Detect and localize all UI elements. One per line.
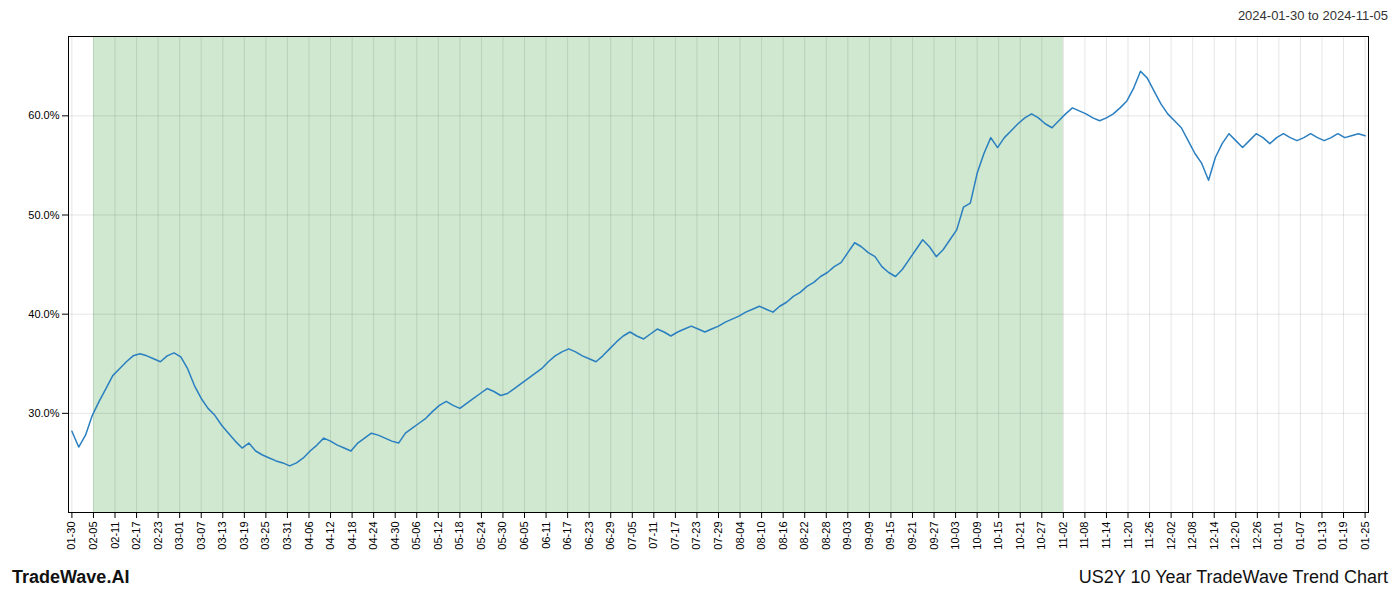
svg-text:03-13: 03-13 xyxy=(216,522,228,550)
svg-text:03-19: 03-19 xyxy=(238,522,250,550)
html-text:US2Y 10 Year TradeWave Trend C: US2Y 10 Year TradeWave Trend Chart xyxy=(1078,567,1388,587)
svg-text:09-03: 09-03 xyxy=(841,522,853,550)
svg-text:06-29: 06-29 xyxy=(604,522,616,550)
svg-text:12-02: 12-02 xyxy=(1165,522,1177,550)
svg-text:10-03: 10-03 xyxy=(949,522,961,550)
svg-text:10-27: 10-27 xyxy=(1035,522,1047,550)
svg-text:02-05: 02-05 xyxy=(87,522,99,550)
svg-text:01-30: 01-30 xyxy=(65,522,77,550)
svg-text:01-01: 01-01 xyxy=(1272,522,1284,550)
svg-text:09-27: 09-27 xyxy=(928,522,940,550)
svg-text:11-02: 11-02 xyxy=(1057,522,1069,549)
svg-text:11-08: 11-08 xyxy=(1078,522,1090,549)
svg-text:08-10: 08-10 xyxy=(755,522,767,550)
svg-text:04-30: 04-30 xyxy=(389,522,401,550)
svg-text:01-19: 01-19 xyxy=(1337,522,1349,550)
svg-text:02-17: 02-17 xyxy=(130,522,142,550)
svg-text:08-22: 08-22 xyxy=(798,522,810,550)
svg-text:11-14: 11-14 xyxy=(1100,522,1112,549)
svg-text:11-20: 11-20 xyxy=(1122,522,1134,549)
svg-text:60.0%: 60.0% xyxy=(28,109,59,121)
svg-text:08-28: 08-28 xyxy=(820,522,832,550)
svg-text:08-16: 08-16 xyxy=(777,522,789,550)
html-text:2024-01-30 to 2024-11-05: 2024-01-30 to 2024-11-05 xyxy=(1237,8,1388,23)
svg-text:05-30: 05-30 xyxy=(496,522,508,550)
svg-text:10-15: 10-15 xyxy=(992,522,1004,550)
svg-text:07-29: 07-29 xyxy=(712,522,724,550)
svg-text:12-08: 12-08 xyxy=(1186,522,1198,550)
svg-text:50.0%: 50.0% xyxy=(28,209,59,221)
svg-text:04-06: 04-06 xyxy=(303,522,315,550)
svg-text:05-24: 05-24 xyxy=(475,522,487,550)
svg-text:30.0%: 30.0% xyxy=(28,407,59,419)
svg-text:03-31: 03-31 xyxy=(281,522,293,550)
svg-text:01-25: 01-25 xyxy=(1359,522,1371,550)
svg-text:06-17: 06-17 xyxy=(561,522,573,550)
svg-text:09-09: 09-09 xyxy=(863,522,875,550)
svg-text:03-01: 03-01 xyxy=(173,522,185,550)
svg-text:07-11: 07-11 xyxy=(647,522,659,549)
html-text:TradeWave.AI: TradeWave.AI xyxy=(12,567,130,587)
svg-text:05-06: 05-06 xyxy=(410,522,422,550)
svg-text:40.0%: 40.0% xyxy=(28,308,59,320)
svg-text:07-05: 07-05 xyxy=(626,522,638,550)
svg-text:04-18: 04-18 xyxy=(346,522,358,550)
svg-text:06-05: 06-05 xyxy=(518,522,530,550)
svg-text:04-12: 04-12 xyxy=(324,522,336,550)
svg-text:02-11: 02-11 xyxy=(109,522,121,549)
svg-text:02-23: 02-23 xyxy=(152,522,164,550)
svg-text:05-18: 05-18 xyxy=(453,522,465,550)
svg-text:03-07: 03-07 xyxy=(195,522,207,550)
svg-text:10-09: 10-09 xyxy=(971,522,983,550)
svg-text:07-17: 07-17 xyxy=(669,522,681,550)
svg-text:12-26: 12-26 xyxy=(1251,522,1263,550)
svg-text:12-20: 12-20 xyxy=(1229,522,1241,550)
svg-text:05-12: 05-12 xyxy=(432,522,444,550)
svg-text:04-24: 04-24 xyxy=(367,522,379,550)
svg-text:12-14: 12-14 xyxy=(1208,522,1220,550)
svg-text:07-23: 07-23 xyxy=(690,522,702,550)
svg-text:01-07: 01-07 xyxy=(1294,522,1306,550)
svg-text:01-13: 01-13 xyxy=(1316,522,1328,550)
svg-text:06-23: 06-23 xyxy=(583,522,595,550)
svg-text:11-26: 11-26 xyxy=(1143,522,1155,549)
svg-text:10-21: 10-21 xyxy=(1014,522,1026,550)
svg-text:06-11: 06-11 xyxy=(540,522,552,549)
svg-text:08-04: 08-04 xyxy=(734,522,746,550)
svg-text:09-21: 09-21 xyxy=(906,522,918,550)
svg-text:03-25: 03-25 xyxy=(259,522,271,550)
svg-text:09-15: 09-15 xyxy=(884,522,896,550)
